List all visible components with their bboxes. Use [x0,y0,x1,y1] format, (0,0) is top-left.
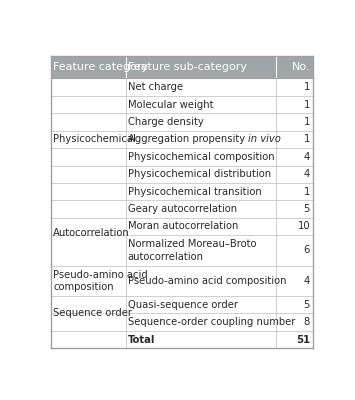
Text: Physicochemical composition: Physicochemical composition [128,152,274,162]
Text: Total: Total [128,334,155,344]
Bar [51,183,313,200]
Text: Geary autocorrelation: Geary autocorrelation [128,204,237,214]
Text: Moran autocorrelation: Moran autocorrelation [128,222,238,232]
Bar [51,218,313,235]
Text: Pseudo-amino acid composition: Pseudo-amino acid composition [128,276,286,286]
Text: 1: 1 [304,100,310,110]
Text: 6: 6 [304,245,310,255]
Text: Molecular weight: Molecular weight [128,100,213,110]
Bar [51,148,313,166]
Text: 4: 4 [304,169,310,179]
Bar [51,235,313,266]
Bar [51,314,313,331]
Text: Aggregation propensity: Aggregation propensity [128,134,248,144]
Bar [51,296,313,314]
Bar [51,113,313,131]
Text: Physicochemical distribution: Physicochemical distribution [128,169,271,179]
Text: No.: No. [292,62,311,72]
Text: 1: 1 [304,117,310,127]
Text: 8: 8 [304,317,310,327]
Text: Physicochemical transition: Physicochemical transition [128,187,262,197]
Text: Feature sub-category: Feature sub-category [128,62,247,72]
Text: 4: 4 [304,276,310,286]
Bar [51,166,313,183]
Text: Feature category: Feature category [53,62,148,72]
Text: 1: 1 [304,134,310,144]
Text: 1: 1 [304,82,310,92]
Text: 10: 10 [297,222,310,232]
Bar [51,331,313,348]
Text: 51: 51 [296,334,310,344]
Text: Net charge: Net charge [128,82,183,92]
Text: 5: 5 [304,204,310,214]
Text: Quasi-sequence order: Quasi-sequence order [128,300,238,310]
Text: in vivo: in vivo [248,134,281,144]
Text: Pseudo-amino acid
composition: Pseudo-amino acid composition [53,270,148,292]
Text: Sequence order: Sequence order [53,308,132,318]
Text: 1: 1 [304,187,310,197]
Text: 5: 5 [304,300,310,310]
Bar [51,56,313,78]
Bar [51,266,313,296]
Text: 4: 4 [304,152,310,162]
Bar [51,200,313,218]
Text: Autocorrelation: Autocorrelation [53,228,130,238]
Bar [51,78,313,96]
Bar [51,96,313,113]
Text: Sequence-order coupling number: Sequence-order coupling number [128,317,295,327]
Text: Charge density: Charge density [128,117,203,127]
Text: Physicochemical: Physicochemical [53,134,136,144]
Text: Normalized Moreau–Broto
autocorrelation: Normalized Moreau–Broto autocorrelation [128,239,256,262]
Bar [51,131,313,148]
